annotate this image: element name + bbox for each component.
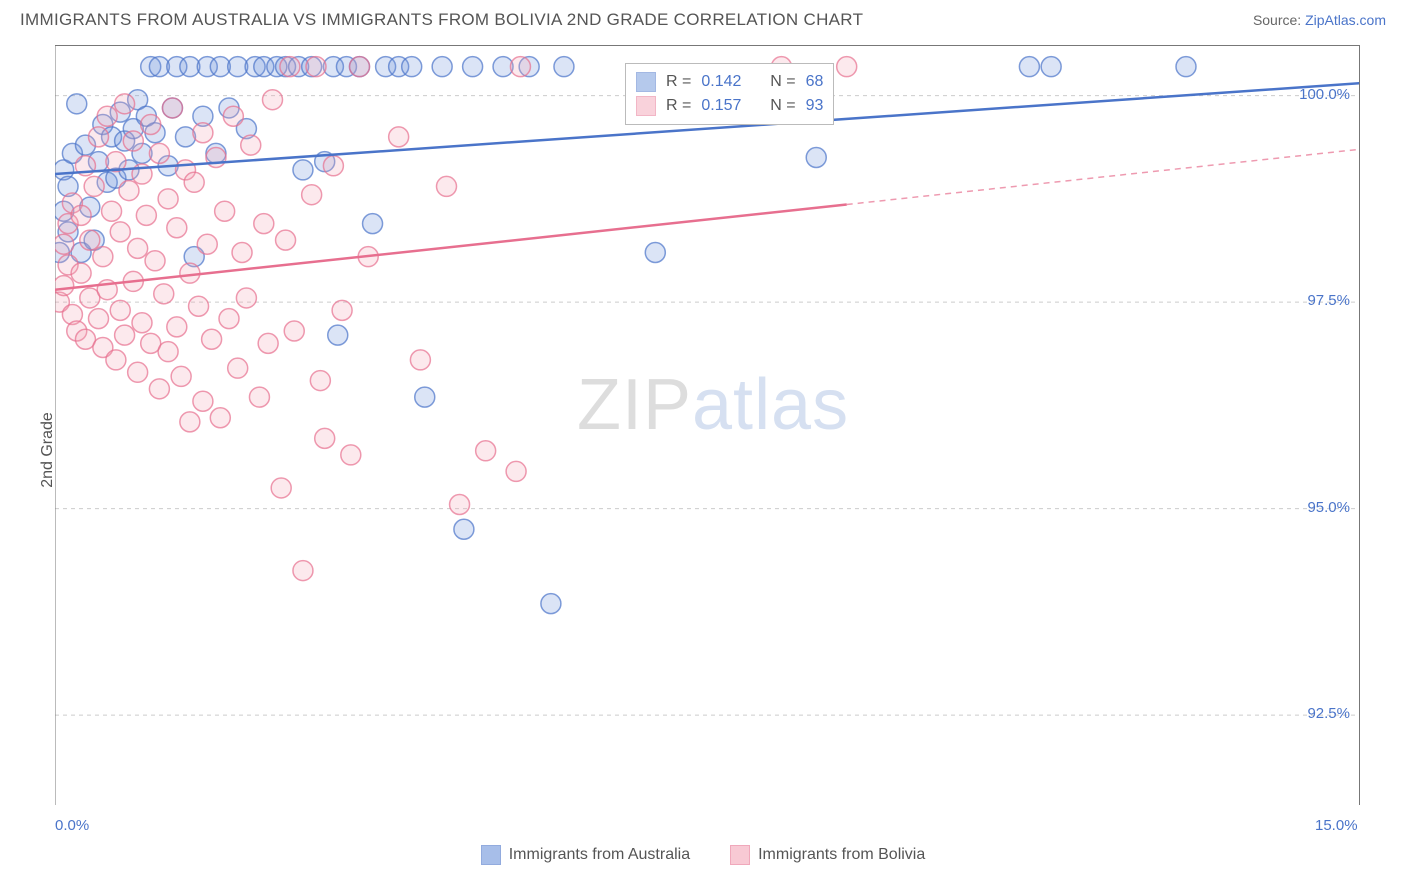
y-tick-label: 100.0% bbox=[1290, 86, 1350, 103]
source-label: Source: bbox=[1253, 12, 1305, 28]
legend-swatch-bolivia bbox=[730, 845, 750, 865]
legend-item-bolivia: Immigrants from Bolivia bbox=[730, 845, 925, 865]
chart-title: IMMIGRANTS FROM AUSTRALIA VS IMMIGRANTS … bbox=[20, 10, 863, 30]
stats-row: R = 0.142 N = 68 bbox=[636, 70, 823, 94]
source-attribution: Source: ZipAtlas.com bbox=[1253, 12, 1386, 28]
legend-swatch-australia bbox=[481, 845, 501, 865]
stats-n-label: N = bbox=[770, 70, 795, 94]
scatter-plot bbox=[55, 45, 1360, 805]
y-tick-label: 92.5% bbox=[1290, 705, 1350, 722]
stats-n-label: N = bbox=[770, 94, 795, 118]
y-tick-label: 95.0% bbox=[1290, 499, 1350, 516]
stats-n-value: 93 bbox=[806, 94, 824, 118]
stats-r-value: 0.157 bbox=[701, 94, 741, 118]
legend-item-australia: Immigrants from Australia bbox=[481, 845, 690, 865]
stats-n-value: 68 bbox=[806, 70, 824, 94]
stats-r-label: R = bbox=[666, 70, 691, 94]
stats-swatch bbox=[636, 96, 656, 116]
y-tick-label: 97.5% bbox=[1290, 292, 1350, 309]
stats-swatch bbox=[636, 72, 656, 92]
stats-row: R = 0.157 N = 93 bbox=[636, 94, 823, 118]
stats-r-value: 0.142 bbox=[701, 70, 741, 94]
source-link[interactable]: ZipAtlas.com bbox=[1305, 12, 1386, 28]
legend-label-bolivia: Immigrants from Bolivia bbox=[758, 846, 925, 864]
stats-r-label: R = bbox=[666, 94, 691, 118]
correlation-stats-box: R = 0.142 N = 68 R = 0.157 N = 93 bbox=[625, 63, 834, 125]
legend-label-australia: Immigrants from Australia bbox=[509, 846, 690, 864]
chart-header: IMMIGRANTS FROM AUSTRALIA VS IMMIGRANTS … bbox=[0, 0, 1406, 35]
bottom-legend: Immigrants from Australia Immigrants fro… bbox=[0, 845, 1406, 865]
x-tick-label: 15.0% bbox=[1315, 817, 1358, 834]
chart-area: 2nd Grade ZIPatlas R =0.142 N =68R =0.15… bbox=[0, 35, 1406, 865]
x-tick-label: 0.0% bbox=[55, 817, 89, 834]
